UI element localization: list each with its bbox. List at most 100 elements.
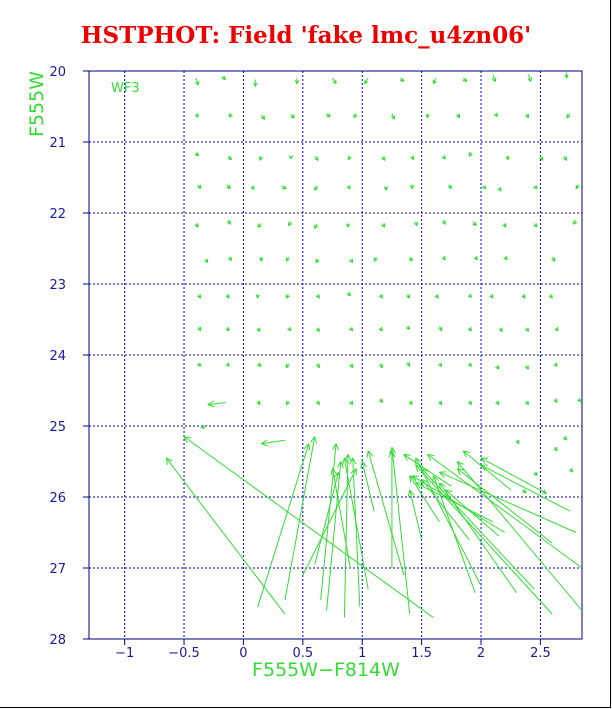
- arrow-head: [533, 224, 538, 228]
- arrow-head: [253, 185, 255, 190]
- arrow-head: [348, 328, 353, 332]
- arrow-head: [260, 117, 266, 120]
- vector-arrow: [410, 155, 415, 161]
- vector-arrow: [288, 155, 294, 160]
- vector-arrow: [315, 294, 320, 299]
- arrow-head: [499, 186, 502, 192]
- arrow-head: [285, 258, 290, 262]
- vector-field: [165, 72, 582, 619]
- arrow-head: [406, 295, 411, 299]
- vector-arrow: [378, 363, 383, 369]
- arrow-head: [388, 450, 393, 458]
- arrow-shaft: [433, 475, 476, 594]
- arrow-head: [258, 156, 261, 161]
- vector-arrow: [285, 363, 290, 369]
- arrow-head: [259, 327, 261, 332]
- arrow-head: [427, 454, 432, 461]
- arrow-head: [503, 257, 508, 261]
- vector-arrow: [257, 223, 262, 228]
- arrow-head: [548, 295, 553, 299]
- vector-arrow: [502, 223, 507, 228]
- arrow-head: [314, 158, 319, 161]
- arrow-shaft: [352, 457, 361, 608]
- vector-arrow: [225, 326, 230, 332]
- arrow-head: [445, 489, 453, 493]
- arrow-head: [527, 78, 532, 82]
- arrow-head: [403, 453, 411, 456]
- arrow-head: [285, 400, 288, 405]
- arrow-head: [194, 153, 199, 157]
- vector-arrow: [378, 326, 383, 332]
- vector-arrow: [473, 255, 478, 261]
- arrow-head: [260, 257, 264, 262]
- arrow-head: [408, 258, 413, 262]
- vector-arrow: [521, 294, 526, 299]
- arrow-head: [498, 329, 503, 333]
- arrow-head: [491, 294, 494, 299]
- arrow-head: [257, 364, 262, 367]
- arrow-head: [349, 457, 354, 465]
- vector-arrow: [406, 361, 411, 367]
- arrow-shaft: [492, 74, 496, 82]
- vector-arrow: [349, 457, 361, 608]
- arrow-head: [333, 471, 339, 478]
- arrow-shaft: [302, 468, 357, 576]
- arrow-head: [437, 364, 443, 367]
- arrow-head: [197, 223, 199, 228]
- arrow-head: [462, 79, 467, 83]
- vector-arrow: [432, 77, 437, 85]
- arrow-shaft: [462, 450, 512, 491]
- vector-arrow: [467, 326, 473, 332]
- arrow-head: [415, 457, 422, 463]
- arrow-head: [228, 113, 231, 118]
- vector-arrow: [226, 184, 231, 190]
- vector-arrow: [467, 362, 473, 367]
- vector-arrow: [432, 475, 476, 594]
- y-axis-title: F555W: [26, 71, 48, 137]
- arrow-head: [391, 450, 396, 458]
- vector-arrow: [456, 468, 553, 544]
- vector-arrow: [481, 184, 487, 190]
- vector-arrow: [314, 223, 319, 230]
- arrow-head: [440, 362, 443, 367]
- arrow-head: [367, 450, 374, 457]
- arrow-shaft: [427, 453, 582, 569]
- arrow-head: [438, 328, 443, 332]
- vector-arrow: [495, 400, 500, 406]
- arrow-head: [524, 329, 529, 333]
- arrow-head: [555, 362, 558, 367]
- x-tick-label: 2: [477, 646, 485, 661]
- arrow-shaft: [480, 464, 571, 512]
- vector-arrow: [495, 365, 500, 370]
- arrow-head: [470, 293, 473, 298]
- arrow-head: [259, 157, 264, 161]
- vector-arrow: [539, 155, 544, 161]
- arrow-head: [197, 152, 199, 157]
- arrow-head: [315, 260, 320, 264]
- vector-arrow: [533, 223, 538, 228]
- arrow-head: [530, 77, 532, 82]
- arrow-head: [433, 80, 437, 85]
- arrow-head: [437, 294, 439, 299]
- arrow-head: [524, 402, 529, 406]
- arrow-head: [204, 260, 209, 264]
- vector-arrow: [281, 185, 287, 190]
- vector-arrow: [378, 398, 383, 404]
- vector-arrow: [415, 457, 482, 586]
- arrow-head: [456, 468, 461, 476]
- vector-arrow: [364, 77, 369, 85]
- arrow-head: [566, 115, 571, 119]
- arrow-head: [381, 224, 386, 228]
- arrow-head: [346, 186, 351, 190]
- vector-arrow: [284, 436, 318, 601]
- arrow-head: [261, 443, 269, 447]
- arrow-head: [410, 156, 414, 161]
- arrow-head: [494, 77, 497, 82]
- vector-arrow: [489, 294, 494, 299]
- vector-arrow: [285, 294, 290, 299]
- arrow-head: [290, 116, 295, 119]
- vector-arrow: [564, 72, 569, 79]
- arrow-head: [521, 295, 526, 299]
- vector-arrow: [413, 221, 419, 227]
